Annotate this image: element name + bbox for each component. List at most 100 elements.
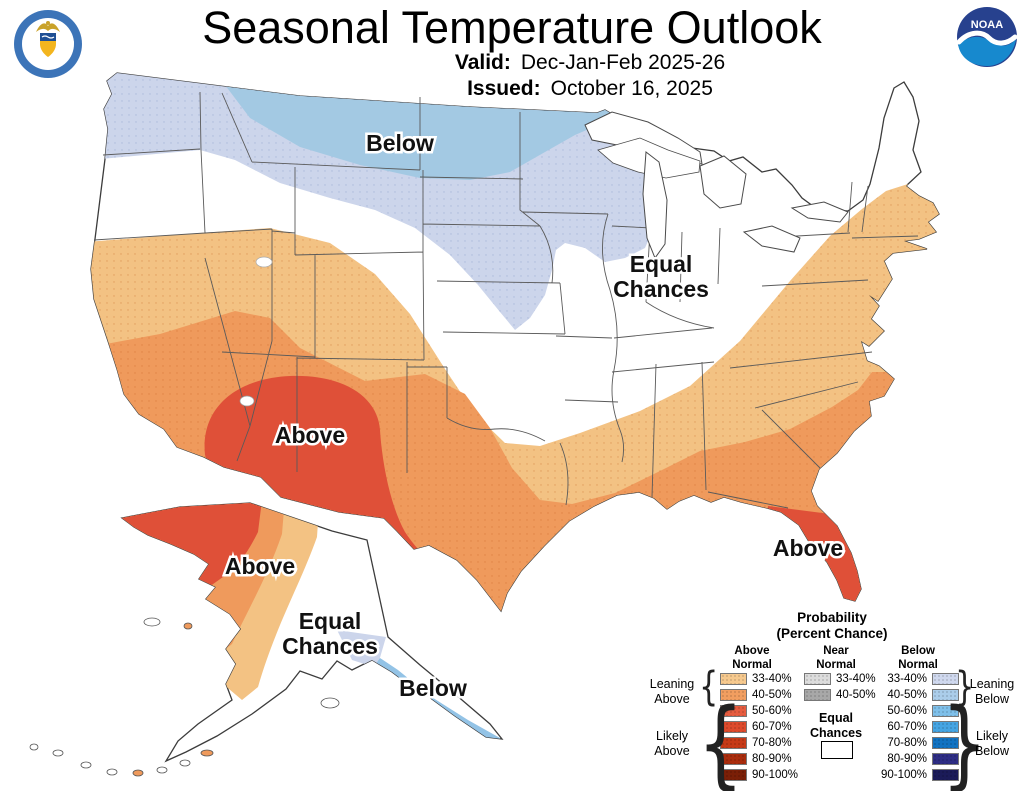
lake-huron (699, 155, 747, 209)
legend-equal-chances-box (821, 741, 853, 760)
label-above-alaska: Above (225, 553, 295, 579)
range-above-60-70: 60-70% (752, 721, 792, 734)
noaa-lower-sea (958, 36, 1016, 66)
valid-line: Valid: Dec-Jan-Feb 2025-26 (160, 51, 1020, 75)
range-above-40-50: 40-50% (752, 689, 792, 702)
issued-value: October 16, 2025 (550, 77, 713, 100)
legend-row-below-40-50: 40-50% (880, 689, 959, 702)
doc-eagle-head (46, 21, 50, 25)
label-below-north: Below (366, 130, 434, 156)
range-below-50-60: 50-60% (887, 705, 927, 718)
valid-label: Valid: (454, 51, 511, 74)
legend-row-above-70-80: 70-80% (720, 737, 799, 750)
legend-group-likely-below: Likely Below (974, 729, 1010, 758)
swatch-below-90-100 (932, 769, 959, 782)
valid-value: Dec-Jan-Feb 2025-26 (520, 51, 726, 74)
swatch-above-70-80 (720, 737, 747, 750)
range-above-90-100: 90-100% (752, 769, 799, 782)
doc-shield-bottom (40, 41, 56, 57)
alaska-below-33-40 (337, 630, 386, 668)
page-title: Seasonal Temperature Outlook (202, 2, 822, 53)
range-near-40-50: 40-50% (836, 689, 876, 702)
lake-michigan (642, 151, 668, 260)
map-labels: Below Equal Chances Above Above Above Eq… (222, 128, 845, 704)
region-above-50-60-florida (766, 506, 884, 611)
legend-group-likely-above: Likely Above (654, 729, 690, 758)
swatch-near-33-40 (804, 673, 831, 686)
noaa-text: NOAA (971, 19, 1003, 31)
noaa-logo: NOAA (956, 7, 1018, 67)
range-below-70-80: 70-80% (887, 737, 927, 750)
label-equal-chances-midwest-2: Chances (613, 276, 709, 302)
noaa-gull-icon (956, 30, 1018, 46)
brace-leaning-below: } (955, 664, 975, 711)
range-above-70-80: 70-80% (752, 737, 792, 750)
doc-ship-icon (41, 35, 55, 39)
alaska-map (29, 502, 503, 777)
equal-chances-hole (239, 395, 255, 407)
swatch-below-70-80 (932, 737, 959, 750)
label-above-southwest: Above (275, 422, 345, 448)
label-equal-chances-alaska-2: Chances (282, 633, 378, 659)
aleutian-islands (29, 617, 340, 777)
legend-row-above-33-40: 33-40% (720, 673, 799, 686)
range-below-60-70: 60-70% (887, 721, 927, 734)
swatch-above-60-70 (720, 721, 747, 734)
legend-row-above-40-50: 40-50% (720, 689, 799, 702)
swatch-below-60-70 (932, 721, 959, 734)
range-above-33-40: 33-40% (752, 673, 792, 686)
legend-header-near: Near Normal (816, 645, 856, 671)
doc-seal-logo: DEPARTMENT OF COMMERCE UNITED STATES OF … (10, 4, 82, 78)
legend-row-below-33-40: 33-40% (880, 673, 959, 686)
issued-label: Issued: (467, 77, 541, 100)
swatch-below-80-90 (932, 753, 959, 766)
swatch-near-40-50 (804, 689, 831, 702)
legend-row-near-40-50: 40-50% (804, 689, 883, 702)
label-equal-chances-midwest-1: Equal (630, 251, 693, 277)
legend-row-above-80-90: 80-90% (720, 753, 799, 766)
range-near-33-40: 33-40% (836, 673, 876, 686)
swatch-below-40-50 (932, 689, 959, 702)
range-below-90-100: 90-100% (880, 769, 927, 782)
range-above-80-90: 80-90% (752, 753, 792, 766)
label-above-florida: Above (773, 535, 843, 561)
legend-row-below-90-100: 90-100% (880, 769, 959, 782)
legend-row-above-90-100: 90-100% (720, 769, 799, 782)
doc-eagle-icon (36, 23, 60, 32)
range-above-50-60: 50-60% (752, 705, 792, 718)
legend-row-below-80-90: 80-90% (880, 753, 959, 766)
swatch-above-50-60 (720, 705, 747, 718)
issued-line: Issued: October 16, 2025 (160, 77, 1020, 101)
legend-equal-chances-label: Equal Chances (809, 711, 863, 740)
legend-group-leaning-above: Leaning Above (649, 677, 695, 706)
swatch-below-33-40 (932, 673, 959, 686)
range-below-80-90: 80-90% (887, 753, 927, 766)
swatch-above-40-50 (720, 689, 747, 702)
state-borders (93, 91, 919, 509)
swatch-below-50-60 (932, 705, 959, 718)
legend-row-below-60-70: 60-70% (880, 721, 959, 734)
legend-group-leaning-below: Leaning Below (969, 677, 1015, 706)
legend-row-above-60-70: 60-70% (720, 721, 799, 734)
legend-title: Probability (Percent Chance) (776, 610, 888, 642)
legend-row-above-50-60: 50-60% (720, 705, 799, 718)
legend-header-below: Below Normal (898, 645, 938, 671)
lake-ontario (790, 201, 849, 223)
brace-leaning-above: { (699, 664, 719, 711)
legend-row-near-33-40: 33-40% (804, 673, 883, 686)
lake-erie (742, 225, 801, 253)
swatch-above-33-40 (720, 673, 747, 686)
legend-header-above: Above Normal (732, 645, 772, 671)
probability-legend: Probability (Percent Chance) Above Normal… (646, 610, 1018, 791)
lake-superior (584, 111, 703, 165)
great-salt-lake (255, 256, 273, 268)
range-below-33-40: 33-40% (887, 673, 927, 686)
brace-likely-below: } (941, 688, 988, 791)
swatch-above-90-100 (720, 769, 747, 782)
alaska-panhandle-below (373, 658, 502, 746)
legend-row-below-50-60: 50-60% (880, 705, 959, 718)
legend-row-below-70-80: 70-80% (880, 737, 959, 750)
range-below-40-50: 40-50% (887, 689, 927, 702)
